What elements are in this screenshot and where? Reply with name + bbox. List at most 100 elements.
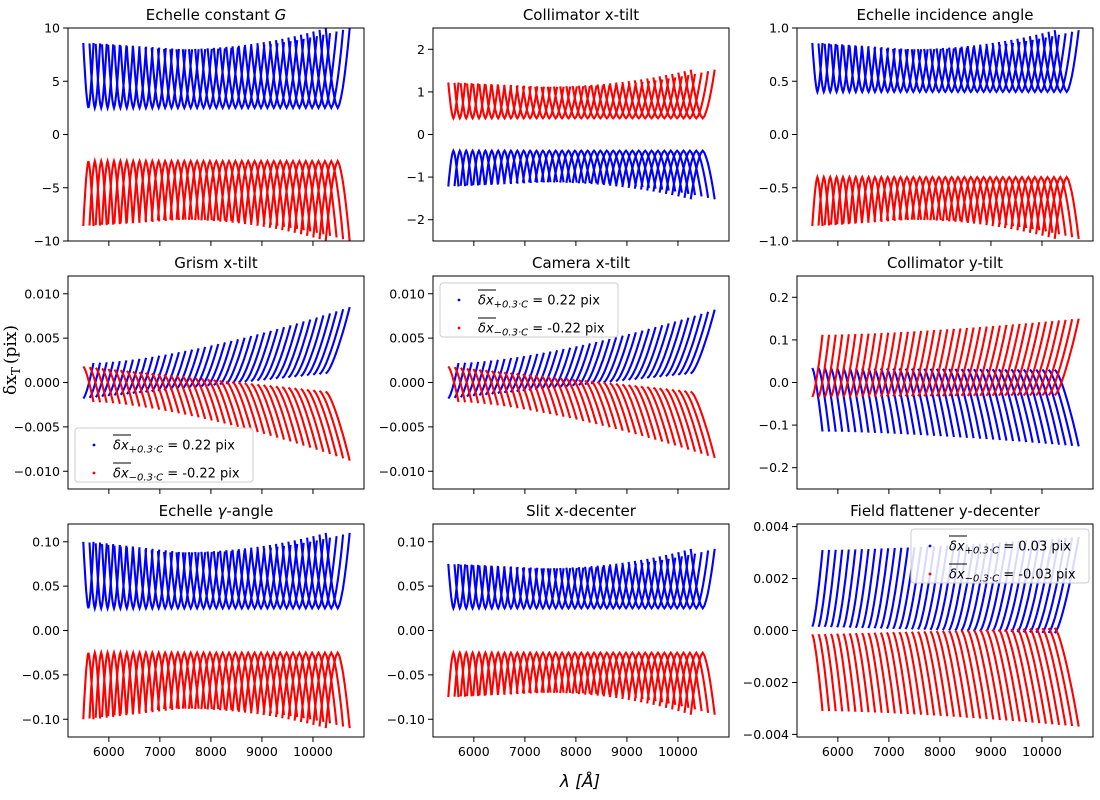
data-area [82, 532, 351, 729]
order-curve [935, 328, 955, 397]
order-curve [1053, 627, 1080, 727]
order-curve [948, 368, 969, 438]
order-curve [904, 175, 923, 220]
order-curve [472, 368, 486, 405]
order-curve [163, 158, 180, 221]
order-curve [898, 631, 916, 715]
order-curve [206, 48, 226, 111]
order-curve [879, 547, 896, 629]
order-curve [1004, 323, 1028, 397]
order-curve [318, 308, 345, 376]
order-curve [484, 84, 499, 121]
order-curve [885, 547, 903, 630]
x-tick-label: 6000 [822, 744, 854, 759]
y-tick-label: −0.010 [14, 464, 60, 479]
order-curve [1028, 175, 1054, 233]
order-curve [829, 44, 844, 95]
order-curve [823, 334, 837, 398]
y-tick-label: 0.000 [389, 375, 425, 390]
order-curve [175, 158, 194, 220]
y-tick-label: −0.5 [759, 180, 789, 195]
order-curve [281, 158, 305, 231]
order-curve [1022, 368, 1047, 444]
order-curve [213, 340, 233, 386]
order-curve [811, 334, 824, 398]
order-curve [1053, 318, 1080, 397]
order-curve [671, 149, 697, 196]
x-tick-label: 9000 [975, 744, 1007, 759]
order-curve [206, 551, 226, 611]
order-curve [306, 33, 332, 111]
order-curve [867, 548, 883, 629]
order-curve [904, 330, 923, 397]
order-curve [873, 47, 890, 95]
order-curve [830, 367, 844, 432]
order-curve [144, 47, 161, 112]
order-curve [300, 388, 325, 453]
order-curve [509, 85, 526, 121]
order-curve [268, 158, 292, 228]
order-curve [689, 149, 716, 200]
order-curve [312, 158, 338, 238]
order-curve [144, 649, 161, 712]
order-curve [658, 387, 683, 448]
order-curve [293, 158, 318, 233]
subplot-title: Grism x-tilt [174, 254, 258, 272]
order-curve [521, 86, 539, 121]
order-curve [312, 31, 338, 111]
y-tick-label: 0.000 [753, 623, 789, 638]
order-curve [817, 367, 831, 432]
order-curve [478, 83, 493, 121]
x-tick-label: 8000 [195, 744, 227, 759]
order-curve [107, 368, 121, 405]
order-curve [225, 380, 246, 429]
order-curve [842, 367, 857, 433]
order-curve [138, 371, 154, 409]
order-curve [935, 175, 955, 221]
order-curve [238, 334, 259, 384]
series-plus [811, 29, 1080, 96]
order-curve [491, 370, 506, 407]
legend-entry: δx−0.3·C = -0.22 pix [113, 467, 240, 484]
order-curve [306, 650, 332, 724]
order-curve [88, 366, 102, 403]
order-curve [169, 650, 187, 709]
order-curve [904, 49, 923, 94]
legend-marker [457, 326, 461, 330]
order-curve [163, 48, 180, 111]
order-curve [299, 158, 325, 235]
y-tick-label: 0.05 [397, 579, 425, 594]
order-curve [571, 650, 591, 694]
order-curve [861, 632, 877, 713]
order-curve [293, 387, 318, 450]
order-curve [262, 326, 286, 381]
order-curve [472, 565, 486, 612]
order-curve [287, 386, 312, 448]
order-curve [100, 44, 115, 112]
data-area [811, 318, 1080, 447]
order-curve [274, 543, 299, 611]
order-curve [677, 149, 703, 197]
y-tick-label: 0.000 [24, 375, 60, 390]
order-curve [262, 384, 286, 440]
order-curve [131, 46, 148, 112]
order-curve [119, 546, 134, 612]
subplot-1: −10 −5 0 5 10 Echelle constant G [34, 6, 365, 249]
order-curve [991, 324, 1015, 397]
order-curve [860, 174, 877, 223]
order-curve [312, 535, 338, 611]
order-curve [590, 338, 611, 385]
order-curve [515, 372, 532, 411]
order-curve [652, 557, 677, 611]
order-curve [1016, 628, 1041, 724]
order-curve [639, 79, 664, 120]
order-curve [923, 48, 942, 94]
order-curve [689, 390, 716, 459]
order-curve [138, 47, 154, 112]
order-curve [269, 384, 292, 442]
order-curve [318, 158, 345, 240]
order-curve [138, 157, 154, 222]
y-tick-label: 0.004 [753, 519, 789, 534]
order-curve [1035, 175, 1061, 235]
legend-marker [928, 544, 932, 548]
